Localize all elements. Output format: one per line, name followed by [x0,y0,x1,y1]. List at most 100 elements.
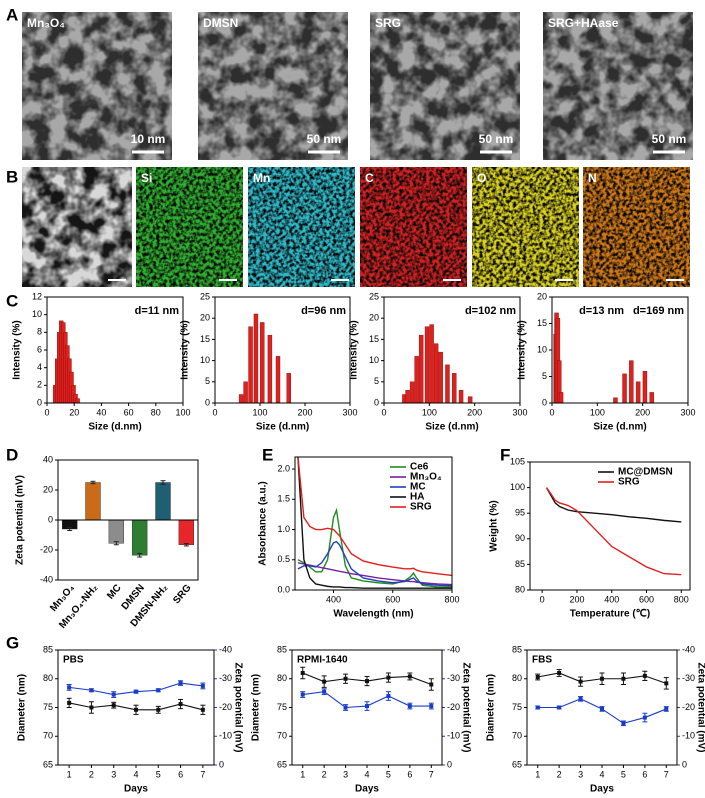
histogram-bar [558,392,564,403]
marker [300,692,305,697]
x-tick-label: 1 [535,769,540,779]
y-tick-label: 75 [43,702,53,712]
marker [343,705,348,710]
legend-label: MC [410,482,426,493]
plot-frame [57,649,215,766]
y2-tick-label: 0 [447,759,452,769]
eds-label: N [588,171,597,185]
x-tick-label: 60 [124,407,134,417]
x-tick-label: 0 [381,407,386,417]
y-tick-label: 80 [512,673,522,683]
legend-label: SRG [410,502,432,513]
eds-map [583,167,690,287]
y-tick-label: 40 [43,454,53,464]
y-tick-label: 20 [200,313,210,323]
panel-label: D [6,445,18,464]
marker [156,707,161,712]
series-line [297,457,452,577]
histogram-bar [622,373,627,403]
marker [111,703,116,708]
histogram-bar [452,373,457,403]
histogram-bar [467,396,473,403]
x-axis-label: Size (d.nm) [256,422,309,433]
x-axis-label: Size (d.nm) [88,422,141,433]
y-tick-label: 20 [537,291,547,301]
y2-tick-label: -40 [219,644,232,654]
marker [67,685,72,690]
plot-frame [383,296,521,404]
histogram-bar [557,360,562,403]
plot-frame [291,649,443,766]
marker [343,676,348,681]
x-tick-label: 7 [429,769,434,779]
y2-tick-label: -20 [682,702,695,712]
x-tick-label: 100 [422,407,437,417]
x-tick-label: 100 [252,407,267,417]
tem-texture [543,12,693,160]
y-axis-label: Diameter (nm) [486,674,497,741]
y-tick-label: 85 [512,644,522,654]
x-axis-label: Size (d.nm) [425,422,478,433]
legend-label: Mn₃O₄ [410,472,442,483]
y-tick-label: -40 [40,574,53,584]
annotation: d=96 nm [301,305,346,317]
y2-axis-label: Zeta potential (mV) [695,662,705,752]
x-tick-label: 200 [297,407,312,417]
y-tick-label: 65 [512,759,522,769]
y-tick-label: 5 [205,376,210,386]
y-tick-label: 65 [43,759,53,769]
x-tick-label: 200 [635,407,650,417]
marker [664,681,669,686]
histogram-bar [433,343,439,403]
chart-title: FBS [532,655,552,666]
marker [134,689,138,694]
eds-label: C [365,171,374,185]
x-tick-label: 600 [639,594,654,604]
y2-tick-label: -20 [219,702,232,712]
marker [535,675,540,680]
plot-area [553,312,654,403]
y-tick-label: 105 [510,456,525,466]
marker [386,694,391,698]
panel-label: C [6,291,18,310]
x-tick-label: 4 [133,769,138,779]
y-tick-label: 90 [515,533,525,543]
legend-label: Ce6 [410,462,429,473]
plot-area [52,320,80,403]
panel-label: B [6,167,18,186]
y2-tick-label: 0 [219,759,224,769]
y2-tick-label: -30 [219,673,232,683]
y-tick-label: 0 [48,514,53,524]
x-tick-label: 4 [599,769,604,779]
y-tick-label: 70 [277,731,287,741]
histogram-bar [414,356,419,403]
x-tick-label: 200 [467,407,482,417]
panel-label: E [262,445,273,464]
series-line [545,487,682,523]
histogram-bar [418,334,424,403]
plot-area [545,487,682,576]
y2-tick-label: -30 [682,673,695,683]
x-axis-label: Days [590,784,614,795]
x-tick-label: 3 [111,769,116,779]
bar [155,482,171,521]
marker [89,705,94,710]
x-tick-label: 2 [89,769,94,779]
plot-frame [526,649,678,766]
marker [557,671,562,675]
marker [386,675,391,680]
tem-texture [370,12,520,160]
y-tick-label: 5 [542,371,547,381]
x-tick-label: 400 [326,594,341,604]
histogram-bar [424,326,430,403]
y2-tick-label: -30 [447,673,460,683]
y-tick-label: 80 [515,584,525,594]
marker [67,700,72,705]
x-tick-label: 5 [621,769,626,779]
y-axis-label: Diameter (nm) [17,674,28,741]
y-tick-label: 5 [374,376,379,386]
histogram-bar [635,381,641,403]
x-tick-label: 1 [67,769,72,779]
